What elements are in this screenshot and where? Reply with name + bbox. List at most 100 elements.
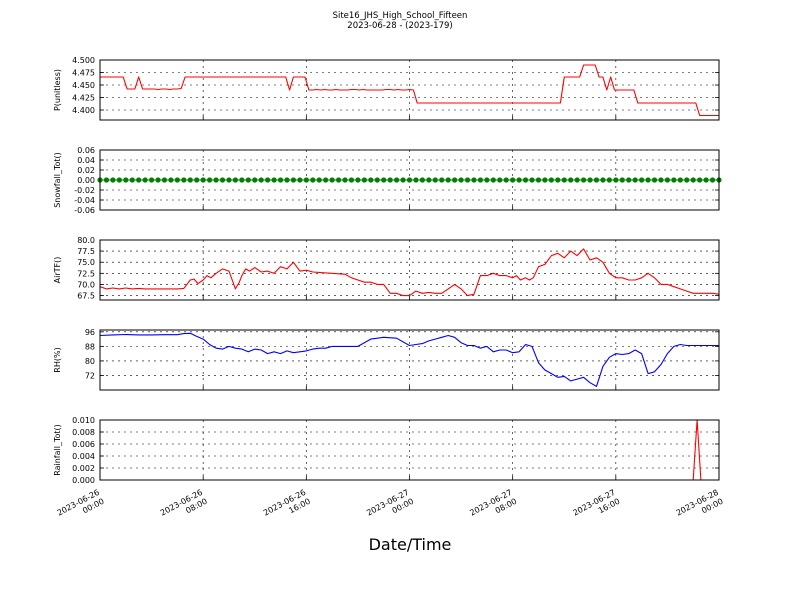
data-point: [219, 177, 226, 183]
data-point: [168, 177, 174, 183]
data-point: [310, 177, 316, 183]
data-point: [477, 177, 484, 183]
x-tick-label: 2023-06-2708:00: [468, 488, 518, 527]
y-tick-label: 75.0: [77, 258, 95, 267]
data-point: [174, 177, 180, 183]
data-point: [445, 177, 451, 183]
data-point: [497, 177, 503, 183]
data-point: [490, 177, 496, 183]
y-tick-label: 0.06: [77, 146, 95, 155]
data-point: [709, 177, 716, 183]
data-point: [194, 177, 200, 183]
data-point: [265, 177, 271, 183]
data-point: [374, 177, 380, 183]
data-point: [161, 177, 168, 183]
plot-frame: [99, 329, 720, 391]
y-tick-label: 0.00: [77, 176, 95, 185]
data-point: [690, 177, 696, 183]
panel-1: 4.400 4.425 4.450 4.475 4.500 P(unitless): [53, 56, 720, 121]
series-line: [99, 248, 720, 297]
data-point: [394, 177, 400, 183]
y-tick-label: 0.004: [72, 452, 95, 461]
y-tick-label: 4.400: [72, 106, 95, 115]
y-axis-label: Snowfall_Tot(): [53, 152, 62, 208]
data-point: [123, 177, 129, 183]
figure-title: Site16_JHS_High_School_Fifteen: [332, 11, 468, 21]
data-point: [580, 177, 587, 183]
data-point: [406, 177, 413, 183]
data-point: [361, 177, 367, 183]
data-point: [613, 177, 619, 183]
y-tick-label: 96: [85, 328, 95, 337]
data-point: [207, 177, 213, 183]
y-tick-label: 0.002: [72, 464, 95, 473]
panel-5: 0.000 0.002 0.004 0.006 0.008 0.010 Rainfall_T…: [53, 416, 720, 485]
data-point: [142, 177, 148, 183]
data-point: [381, 177, 387, 183]
x-axis-label: Date/Time: [369, 535, 452, 554]
data-point: [439, 177, 445, 183]
series-line: [100, 64, 719, 117]
y-tick-label: 4.450: [72, 81, 95, 90]
panel-4: 72 80 88 96 RH(%): [53, 328, 720, 391]
data-point: [568, 177, 574, 183]
data-point: [335, 177, 342, 183]
y-tick-label: -0.06: [74, 206, 95, 215]
y-tick-label: 0.000: [72, 476, 95, 485]
y-tick-label: 0.008: [72, 428, 95, 437]
data-point: [703, 177, 709, 183]
data-point: [471, 177, 477, 183]
data-point: [316, 177, 322, 183]
y-tick-label: 0.010: [72, 416, 95, 425]
y-tick-label: 72.5: [77, 269, 95, 278]
x-tick-labels: 2023-06-2600:00 2023-06-2608:00 2023-06-26…: [56, 488, 725, 527]
data-point: [290, 177, 297, 183]
y-tick-label: -0.04: [74, 196, 95, 205]
data-point: [671, 177, 677, 183]
data-point: [626, 177, 632, 183]
y-axis-label: AirTF(): [53, 257, 62, 284]
data-point: [355, 177, 361, 183]
data-point: [297, 177, 303, 183]
data-point: [484, 177, 490, 183]
y-axis-label: P(unitless): [53, 69, 62, 111]
data-point: [181, 177, 187, 183]
data-point: [503, 177, 509, 183]
data-point: [271, 177, 277, 183]
plot-frame: [99, 59, 720, 121]
y-tick-label: 77.5: [77, 247, 95, 256]
data-point: [510, 177, 516, 183]
data-point: [110, 177, 116, 183]
data-point: [387, 177, 393, 183]
series-line: [99, 332, 719, 387]
data-point: [606, 177, 612, 183]
data-point: [329, 177, 335, 183]
x-tick-label: 2023-06-2700:00: [365, 488, 415, 527]
data-point: [535, 177, 542, 183]
data-point: [200, 177, 206, 183]
data-point: [677, 177, 683, 183]
y-tick-label: 80.0: [77, 236, 95, 245]
data-point: [400, 177, 406, 183]
data-point: [697, 177, 703, 183]
y-axis-label: RH(%): [53, 347, 62, 372]
y-tick-label: 72: [85, 371, 95, 380]
data-point: [555, 177, 561, 183]
x-tick-label: 2023-06-2600:00: [56, 488, 106, 527]
data-point: [252, 177, 258, 183]
data-point: [284, 177, 290, 183]
y-tick-label: 88: [85, 342, 95, 351]
data-point: [342, 177, 348, 183]
y-tick-label: 4.425: [72, 94, 95, 103]
data-point: [187, 177, 193, 183]
data-point: [116, 177, 122, 183]
panel-3: 67.5 70.0 72.5 75.0 77.5 80.0 AirTF(): [53, 236, 720, 301]
data-point: [245, 177, 251, 183]
data-point: [632, 177, 638, 183]
data-point: [529, 177, 535, 183]
data-point: [561, 177, 567, 183]
data-point: [574, 177, 580, 183]
data-point: [548, 177, 554, 183]
data-point: [348, 177, 355, 183]
y-tick-label: 0.02: [77, 166, 95, 175]
